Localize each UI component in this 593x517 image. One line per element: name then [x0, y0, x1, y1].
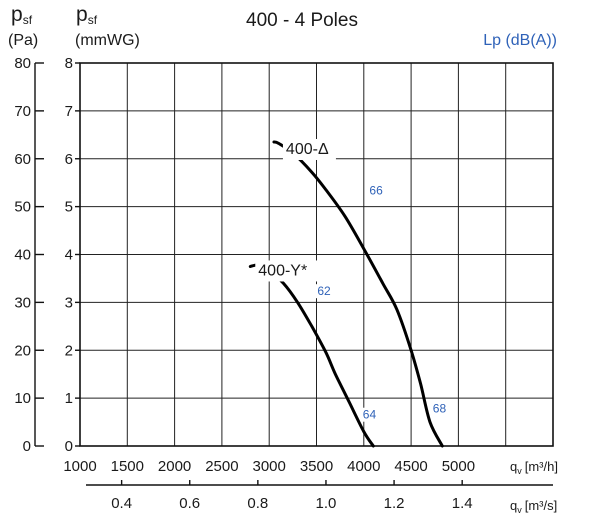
x-top-tick-label: 3000	[253, 458, 286, 475]
x-top-label-sub: v	[517, 466, 522, 476]
x-top-tick-label: 1500	[111, 458, 144, 475]
y-left-inner-symbol-text: p	[76, 3, 88, 26]
noise-annotation: 68	[433, 401, 447, 415]
y-left-outer-symbol-sub: sf	[23, 13, 33, 27]
y-inner-tick-label: 7	[65, 103, 73, 120]
x-top-tick-label: 5000	[442, 458, 475, 475]
y-outer-tick-label: 0	[23, 438, 31, 455]
y-inner-tick-label: 3	[65, 294, 73, 311]
x-top-label-sym: q	[510, 459, 517, 474]
noise-annotation-bg	[367, 183, 386, 198]
x-bottom-ticks: 0.4 0.6 0.8 1.0 1.2 1.4	[111, 480, 473, 512]
noise-annotation: 64	[363, 408, 377, 422]
y-outer-tick-label: 60	[14, 151, 31, 168]
curve-layer: 400-Δ 400-Y* 66 62 64 68	[248, 138, 449, 448]
y-left-outer-ticks: 80 70 60 50 40 30 20 10 0	[14, 55, 44, 455]
y-inner-tick-label: 0	[65, 438, 73, 455]
x-bottom-label-sub: v	[517, 505, 522, 515]
y-left-inner-unit: (mmWG)	[75, 32, 140, 49]
x-bottom-tick-label: 0.8	[247, 495, 268, 512]
series-label: 400-Y*	[258, 262, 307, 279]
x-bottom-tick-label: 1.0	[316, 495, 337, 512]
series-label: 400-Δ	[286, 141, 329, 158]
x-top-ticks: 1000 1500 2000 2500 3000 3500 4000 4500 5000	[63, 458, 475, 475]
y-inner-tick-label: 2	[65, 342, 73, 359]
x-bottom-tick-label: 1.2	[384, 495, 405, 512]
chart-title: 400 - 4 Poles	[246, 10, 358, 31]
y-outer-tick-label: 30	[14, 294, 31, 311]
x-top-label-unit: [m³/h]	[525, 459, 558, 474]
y-left-outer-symbol: psf	[11, 3, 33, 27]
y-left-outer-symbol-text: p	[11, 3, 23, 26]
y-left-inner-ticks: 8 7 6 5 4 3 2 1 0	[65, 55, 80, 455]
y-left-inner-symbol-sub: sf	[88, 13, 98, 27]
series-label-bg	[255, 260, 318, 282]
noise-annotation-bg	[315, 284, 334, 299]
y-outer-tick-label: 40	[14, 247, 31, 264]
x-bottom-label-unit: [m³/s]	[525, 498, 558, 513]
y-outer-tick-label: 10	[14, 390, 31, 407]
y-inner-tick-label: 8	[65, 55, 73, 72]
noise-annotation: 62	[317, 284, 331, 298]
x-top-axis-label: qv [m³/h]	[510, 459, 558, 476]
x-bottom-axis-label: qv [m³/s]	[510, 498, 557, 515]
series-label-bg	[282, 138, 336, 160]
y-outer-tick-label: 20	[14, 342, 31, 359]
x-top-tick-label: 1000	[63, 458, 96, 475]
y-inner-tick-label: 6	[65, 151, 73, 168]
grid-lines	[80, 63, 553, 446]
x-top-tick-label: 3500	[300, 458, 333, 475]
y-inner-tick-label: 4	[65, 247, 73, 264]
y-left-inner-symbol: psf	[76, 3, 98, 27]
x-bottom-tick-label: 0.6	[179, 495, 200, 512]
y-inner-tick-label: 5	[65, 199, 73, 216]
noise-annotation-bg	[430, 401, 449, 416]
y-inner-tick-label: 1	[65, 390, 73, 407]
noise-annotation: 66	[369, 184, 383, 198]
x-bottom-tick-label: 0.4	[111, 495, 132, 512]
y-outer-tick-label: 80	[14, 55, 31, 72]
legend-title: Lp (dB(A))	[483, 32, 557, 49]
noise-annotation-bg	[360, 407, 379, 422]
x-bottom-tick-label: 1.4	[452, 495, 473, 512]
x-top-tick-label: 4500	[394, 458, 427, 475]
x-top-tick-label: 2500	[205, 458, 238, 475]
y-outer-tick-label: 50	[14, 199, 31, 216]
series-line-0	[272, 140, 444, 448]
y-outer-tick-label: 70	[14, 103, 31, 120]
x-bottom-label-sym: q	[510, 498, 517, 513]
y-left-outer-unit: (Pa)	[8, 32, 38, 49]
x-top-tick-label: 4000	[347, 458, 380, 475]
x-top-tick-label: 2000	[158, 458, 191, 475]
